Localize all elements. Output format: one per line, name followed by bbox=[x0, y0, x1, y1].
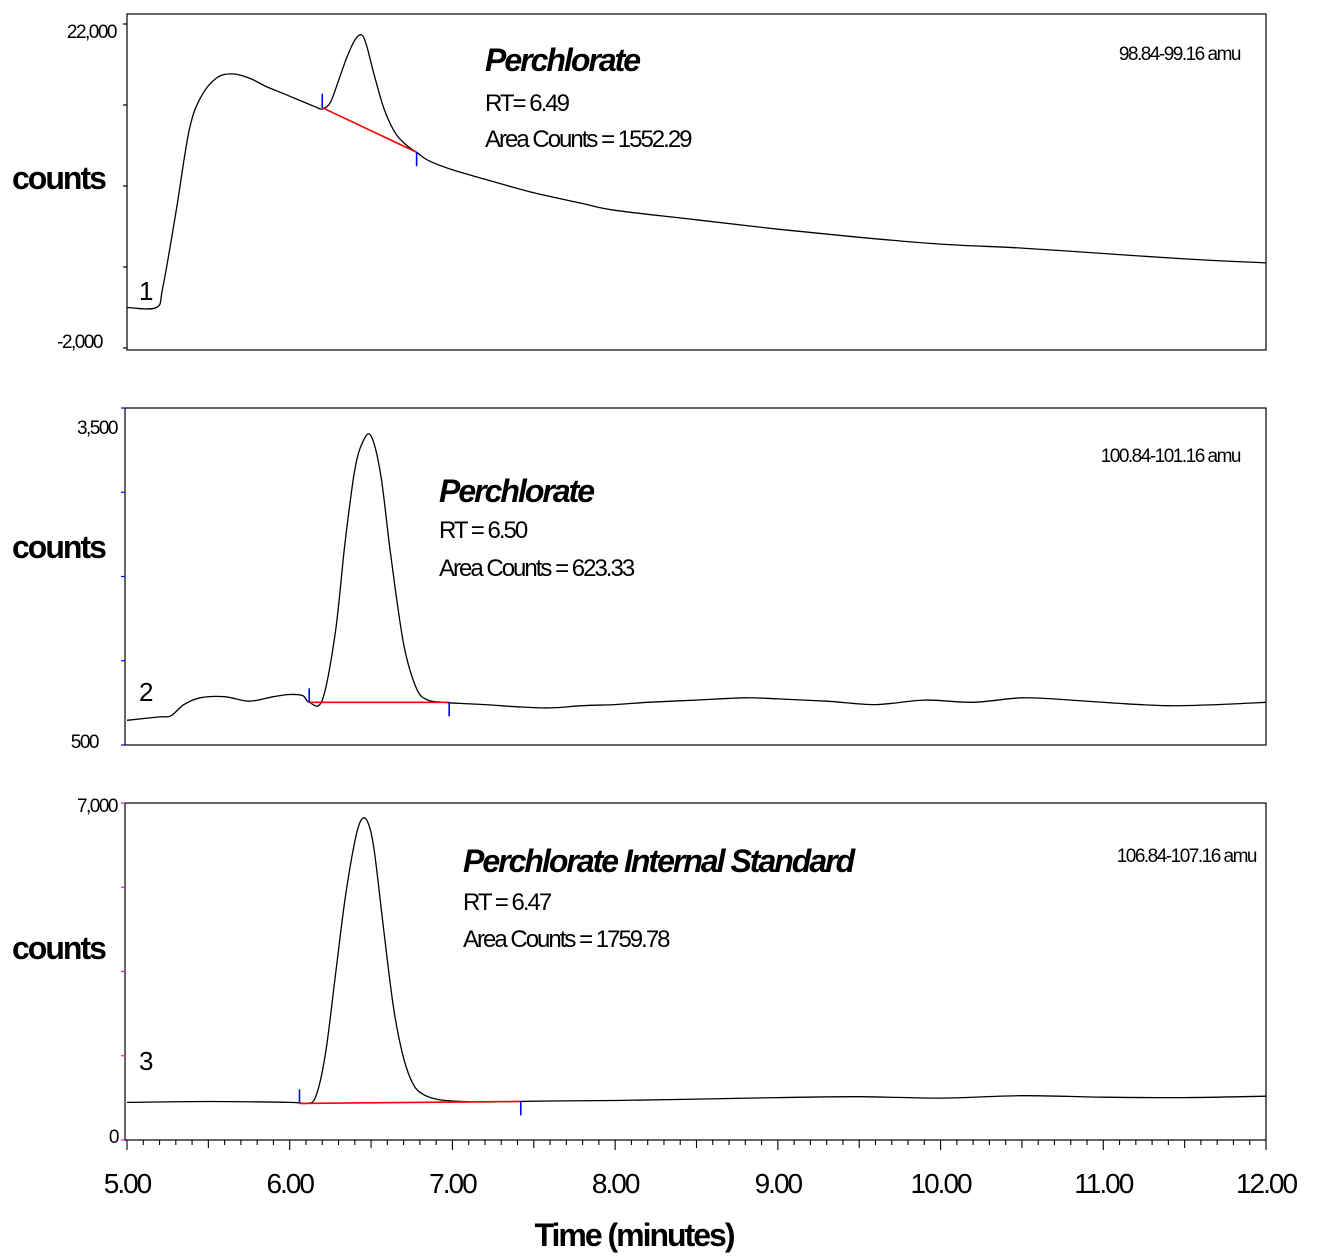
panel-3-ylabel: counts bbox=[12, 930, 106, 966]
panel-1-peak-name: Perchlorate bbox=[485, 42, 640, 78]
x-axis-title: Time (minutes) bbox=[535, 1217, 735, 1253]
panel-3-plot bbox=[126, 817, 1267, 1116]
panel-2: 3,500 500 counts 100.84-101.16 amu 2 Per… bbox=[12, 407, 1267, 753]
panel-2-area-counts: Area Counts = 623.33 bbox=[439, 555, 635, 582]
panel-2-trace-number: 2 bbox=[139, 677, 153, 707]
panel-2-ticks bbox=[121, 407, 125, 746]
panel-3-ymax-label: 7,000 bbox=[77, 796, 118, 817]
panel-3-area-counts: Area Counts = 1759.78 bbox=[463, 926, 670, 953]
panel-2-ymax-label: 3,500 bbox=[77, 418, 118, 439]
signal-trace bbox=[126, 817, 1267, 1105]
x-tick-label: 10.00 bbox=[911, 1168, 972, 1199]
panel-1-mass-range: 98.84-99.16 amu bbox=[1119, 44, 1241, 65]
panel-1-ylabel: counts bbox=[12, 160, 106, 196]
panel-3: 7,000 0 counts 106.84-107.16 amu 3 Perch… bbox=[12, 796, 1267, 1148]
panel-3-ticks bbox=[121, 802, 125, 1141]
panel-3-trace-number: 3 bbox=[139, 1046, 153, 1076]
panel-2-ylabel: counts bbox=[12, 529, 106, 565]
panel-1-trace-number: 1 bbox=[139, 276, 153, 306]
panel-3-ymin-label: 0 bbox=[109, 1127, 119, 1148]
panel-2-plot bbox=[126, 433, 1267, 721]
panel-1-ymax-label: 22,000 bbox=[67, 22, 117, 43]
integration-baseline bbox=[321, 106, 417, 153]
panel-2-rt: RT = 6.50 bbox=[439, 517, 528, 544]
x-tick-label: 11.00 bbox=[1074, 1168, 1133, 1199]
panel-2-mass-range: 100.84-101.16 amu bbox=[1101, 446, 1241, 467]
signal-trace bbox=[126, 34, 1267, 310]
panel-1-frame bbox=[126, 13, 1267, 351]
panel-1-ymin-label: -2,000 bbox=[57, 332, 103, 353]
signal-trace bbox=[126, 433, 1267, 721]
x-tick-label: 8.00 bbox=[592, 1168, 640, 1199]
panel-2-ymin-label: 500 bbox=[71, 732, 99, 753]
x-tick-label: 9.00 bbox=[755, 1168, 803, 1199]
panel-1-ticks bbox=[123, 23, 127, 349]
panel-3-rt: RT = 6.47 bbox=[463, 889, 552, 916]
panel-2-peak-name: Perchlorate bbox=[439, 473, 594, 509]
x-tick-label: 6.00 bbox=[266, 1168, 314, 1199]
x-tick-label: 7.00 bbox=[429, 1168, 477, 1199]
x-axis: 5.00 6.00 7.00 8.00 9.00 10.00 11.00 12.00 Time… bbox=[104, 1140, 1300, 1253]
x-axis-labels: 5.00 6.00 7.00 8.00 9.00 10.00 11.00 12.00 bbox=[104, 1168, 1300, 1199]
x-tick-label: 12.00 bbox=[1236, 1168, 1297, 1199]
panel-1-rt: RT= 6.49 bbox=[485, 90, 570, 117]
panel-3-mass-range: 106.84-107.16 amu bbox=[1117, 846, 1257, 867]
panel-1-area-counts: Area Counts = 1552.29 bbox=[485, 126, 692, 153]
panel-1-plot bbox=[126, 34, 1267, 310]
integration-baseline bbox=[299, 1100, 521, 1105]
x-tick-label: 5.00 bbox=[104, 1168, 152, 1199]
panel-1: 22,000 -2,000 counts 98.84-99.16 amu 1 P… bbox=[12, 13, 1267, 353]
panel-3-peak-name: Perchlorate Internal Standard bbox=[463, 843, 857, 879]
x-axis-ticks bbox=[126, 1140, 1267, 1150]
